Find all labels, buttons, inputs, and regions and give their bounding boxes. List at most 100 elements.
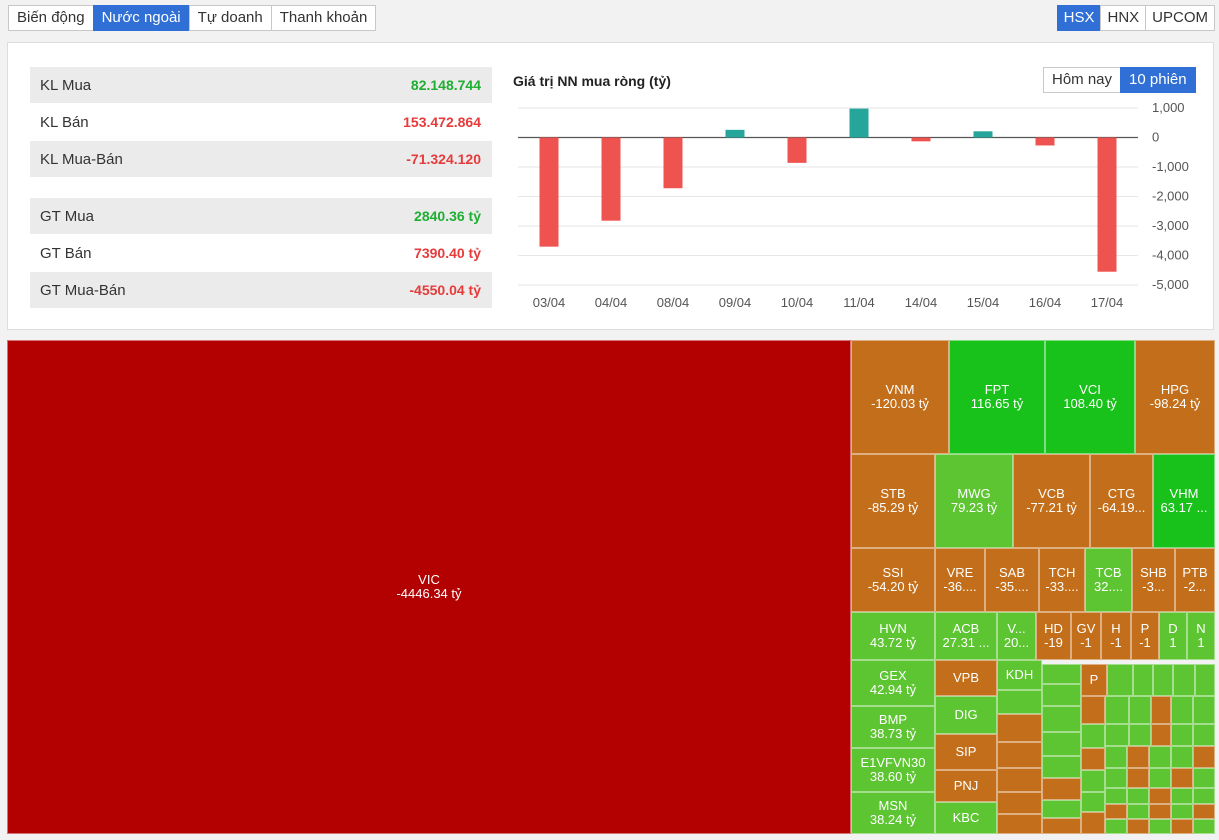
treemap-cell[interactable]: KDH [997, 660, 1042, 690]
treemap-cell-small[interactable] [1127, 788, 1149, 804]
treemap-cell[interactable]: V... 20... [997, 612, 1036, 660]
treemap-cell[interactable]: SAB -35.... [985, 548, 1039, 612]
treemap-cell[interactable]: MSN 38.24 tỷ [851, 792, 935, 834]
treemap-cell-small[interactable] [1171, 696, 1193, 724]
treemap-cell-small[interactable] [1105, 724, 1129, 746]
treemap-cell-small[interactable] [1081, 770, 1105, 792]
treemap-cell[interactable]: VNM -120.03 tỷ [851, 340, 949, 454]
treemap-cell[interactable]: VRE -36.... [935, 548, 985, 612]
treemap-cell-small[interactable] [997, 714, 1042, 742]
range-10-sessions-button[interactable]: 10 phiên [1120, 67, 1196, 93]
treemap-cell[interactable]: PTB -2... [1175, 548, 1215, 612]
treemap-cell-small[interactable] [997, 792, 1042, 814]
treemap-cell-small[interactable] [1042, 664, 1081, 684]
treemap-cell-small[interactable] [1193, 768, 1215, 788]
tab-bien-dong[interactable]: Biến động [8, 5, 94, 31]
treemap-cell[interactable]: SHB -3... [1132, 548, 1175, 612]
treemap-cell-small[interactable] [1042, 684, 1081, 706]
treemap-cell-small[interactable] [1081, 724, 1105, 748]
treemap-cell-small[interactable] [1081, 792, 1105, 812]
treemap-cell[interactable]: SSI -54.20 tỷ [851, 548, 935, 612]
bar-03-04[interactable] [539, 137, 559, 247]
bar-15-04[interactable] [973, 131, 993, 138]
treemap-cell-small[interactable] [1105, 804, 1127, 819]
treemap-cell[interactable]: BMP 38.73 tỷ [851, 706, 935, 748]
treemap-cell-small[interactable] [1105, 696, 1129, 724]
treemap-cell-small[interactable] [1105, 819, 1127, 834]
treemap-cell-small[interactable] [1042, 778, 1081, 800]
treemap-cell-small[interactable] [1127, 819, 1149, 834]
treemap-cell-small[interactable] [1081, 748, 1105, 770]
treemap-cell-small[interactable] [1127, 804, 1149, 819]
treemap-cell[interactable]: FPT 116.65 tỷ [949, 340, 1045, 454]
treemap-cell[interactable]: GV -1 [1071, 612, 1101, 660]
treemap-cell-small[interactable] [1171, 768, 1193, 788]
treemap-cell[interactable]: SIP [935, 734, 997, 770]
treemap-cell[interactable]: MWG 79.23 tỷ [935, 454, 1013, 548]
treemap-cell-small[interactable] [1173, 664, 1195, 696]
tab-thanh-khoan[interactable]: Thanh khoản [270, 5, 377, 31]
tab-nuoc-ngoai[interactable]: Nước ngoài [92, 5, 190, 31]
treemap-cell-small[interactable] [1127, 768, 1149, 788]
treemap-cell-small[interactable] [1193, 804, 1215, 819]
treemap-cell-small[interactable] [1151, 724, 1171, 746]
treemap-cell-small[interactable] [1171, 819, 1193, 834]
treemap-cell-small[interactable] [1153, 664, 1173, 696]
treemap-cell[interactable]: VHM 63.17 ... [1153, 454, 1215, 548]
treemap-cell-small[interactable] [1171, 804, 1193, 819]
treemap-cell-small[interactable] [1193, 724, 1215, 746]
treemap-cell-small[interactable] [1127, 746, 1149, 768]
treemap-cell-small[interactable] [1149, 804, 1171, 819]
treemap-cell-small[interactable] [1129, 696, 1151, 724]
treemap-cell-small[interactable] [1105, 788, 1127, 804]
treemap-cell-small[interactable] [1193, 746, 1215, 768]
treemap-cell[interactable]: ACB 27.31 ... [935, 612, 997, 660]
treemap-cell-small[interactable] [1133, 664, 1153, 696]
tab-hsx[interactable]: HSX [1056, 5, 1102, 31]
bar-09-04[interactable] [725, 129, 745, 138]
treemap-cell[interactable]: VIC -4446.34 tỷ [7, 340, 851, 834]
bar-04-04[interactable] [601, 137, 621, 221]
treemap-cell-small[interactable] [1105, 746, 1127, 768]
treemap-cell[interactable]: TCH -33.... [1039, 548, 1085, 612]
bar-08-04[interactable] [663, 137, 683, 189]
treemap-cell[interactable]: E1VFVN30 38.60 tỷ [851, 748, 935, 792]
treemap-cell-small[interactable] [997, 690, 1042, 714]
treemap-cell-small[interactable] [1195, 664, 1215, 696]
treemap-cell-small[interactable] [1042, 706, 1081, 732]
treemap-cell-small[interactable] [1149, 768, 1171, 788]
treemap-cell-small[interactable] [1042, 756, 1081, 778]
treemap-cell[interactable]: HD -19 [1036, 612, 1071, 660]
tab-tu-doanh[interactable]: Tự doanh [188, 5, 272, 31]
treemap-cell-small[interactable] [1149, 746, 1171, 768]
treemap-cell-small[interactable] [1151, 696, 1171, 724]
tab-hnx[interactable]: HNX [1100, 5, 1147, 31]
treemap-cell-small[interactable] [1171, 788, 1193, 804]
treemap-cell[interactable]: GEX 42.94 tỷ [851, 660, 935, 706]
treemap-cell[interactable]: DIG [935, 696, 997, 734]
treemap-cell-small[interactable] [997, 768, 1042, 792]
range-today-button[interactable]: Hôm nay [1043, 67, 1122, 93]
tab-upcom[interactable]: UPCOM [1145, 5, 1215, 31]
bar-16-04[interactable] [1035, 137, 1055, 146]
treemap-cell[interactable]: TCB 32.... [1085, 548, 1132, 612]
treemap-cell-small[interactable] [1042, 800, 1081, 818]
treemap-cell-small[interactable] [1149, 788, 1171, 804]
treemap-cell[interactable]: PNJ [935, 770, 997, 802]
treemap-cell[interactable]: KBC [935, 802, 997, 834]
treemap-cell[interactable]: H -1 [1101, 612, 1131, 660]
treemap-cell[interactable]: VPB [935, 660, 997, 696]
treemap-cell[interactable]: P -1 [1131, 612, 1159, 660]
treemap-cell-small[interactable] [1081, 696, 1105, 724]
bar-11-04[interactable] [849, 108, 869, 138]
treemap-cell-small[interactable] [1193, 788, 1215, 804]
treemap-cell[interactable]: STB -85.29 tỷ [851, 454, 935, 548]
treemap-cell-small[interactable] [1149, 819, 1171, 834]
treemap-cell-small[interactable] [1129, 724, 1151, 746]
treemap-cell-small[interactable] [1042, 818, 1081, 834]
treemap-cell[interactable]: HVN 43.72 tỷ [851, 612, 935, 660]
treemap-cell-small[interactable] [1171, 746, 1193, 768]
bar-10-04[interactable] [787, 137, 807, 163]
